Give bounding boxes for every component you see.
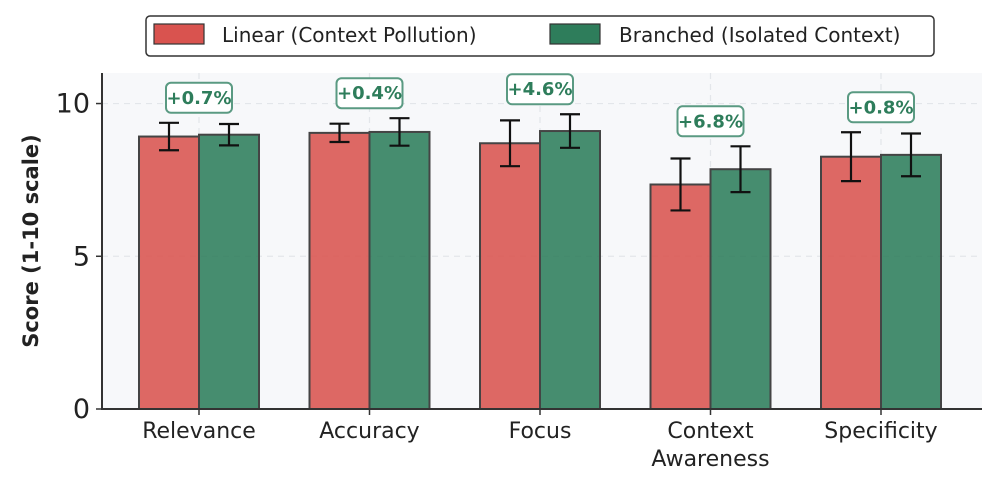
- legend: Linear (Context Pollution) Branched (Iso…: [145, 15, 935, 57]
- improvement-badge-text: +0.4%: [337, 83, 402, 104]
- legend-label-branched: Branched (Isolated Context): [619, 23, 900, 47]
- y-ticks: 0 5 10: [56, 89, 102, 425]
- bar-linear: [820, 155, 882, 410]
- error-bars: [159, 113, 921, 212]
- bar-linear: [308, 131, 371, 411]
- x-tick-label: Specificity: [824, 419, 937, 444]
- legend-swatch-linear: [153, 23, 205, 45]
- bar-branched: [880, 153, 942, 410]
- x-tick-label: Focus: [509, 419, 572, 444]
- legend-swatch-branched: [549, 23, 601, 45]
- bar-branched: [368, 130, 431, 410]
- improvement-badge-text: +4.6%: [507, 79, 572, 100]
- y-tick-label: 5: [73, 241, 90, 272]
- y-tick-label: 10: [56, 89, 90, 120]
- improvement-badge: [847, 91, 915, 124]
- improvement-badge: [506, 73, 574, 106]
- bar-branched: [709, 168, 772, 410]
- x-tick-label: Accuracy: [319, 419, 419, 444]
- bar-linear: [479, 142, 541, 410]
- bar-branched: [198, 133, 260, 410]
- bar-linear: [649, 183, 712, 410]
- legend-frame: [145, 15, 935, 57]
- x-tick-label: Relevance: [142, 419, 256, 444]
- x-tick-label: Context: [667, 419, 754, 444]
- improvement-badge-text: +6.8%: [678, 111, 743, 132]
- y-tick-label: 0: [73, 394, 90, 425]
- improvement-badge-text: +0.8%: [848, 97, 913, 118]
- improvement-badge-text: +0.7%: [166, 88, 231, 109]
- improvement-badge: [165, 81, 233, 114]
- y-axis-title: Score (1-10 scale): [19, 134, 43, 348]
- improvement-badges: +0.7% +0.4% +4.6% +6.8% +0.8%: [165, 73, 915, 138]
- bar-linear: [138, 135, 200, 410]
- x-tick-label: Awareness: [651, 447, 769, 472]
- bars: [138, 130, 942, 411]
- legend-label-linear: Linear (Context Pollution): [222, 23, 477, 47]
- improvement-badge: [676, 105, 745, 138]
- improvement-badge: [335, 77, 404, 110]
- x-ticks: Relevance Accuracy Focus Context Awareness Sp…: [142, 409, 938, 472]
- bar-branched: [539, 130, 601, 410]
